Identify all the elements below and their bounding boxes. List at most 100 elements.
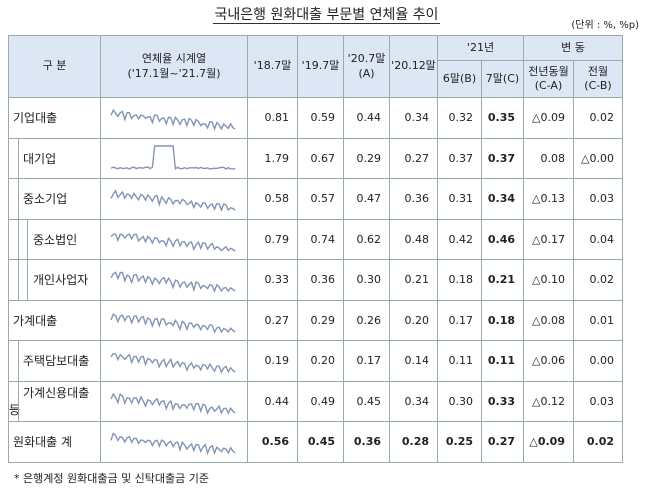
value-cell: 0.36 xyxy=(343,421,390,463)
value-cell: 0.18 xyxy=(481,299,524,341)
header-cell: 6말(B) xyxy=(437,60,482,98)
value-cell: 0.44 xyxy=(343,97,390,139)
row-label-cell: 가계신용대출 등 xyxy=(8,380,101,422)
value-cell: 0.58 xyxy=(247,178,298,220)
value-cell: 0.32 xyxy=(437,97,482,139)
sparkline xyxy=(110,353,236,374)
value-cell: 1.79 xyxy=(247,137,298,179)
sparkline-line xyxy=(110,432,236,456)
row-label-cell: 대기업 xyxy=(8,137,101,179)
value-cell: 0.46 xyxy=(481,218,524,260)
value-cell: 0.14 xyxy=(389,340,438,382)
value-cell: 0.47 xyxy=(343,178,390,220)
value-cell: 0.56 xyxy=(247,421,298,463)
value-cell: △0.10 xyxy=(523,259,574,301)
sparkline-line xyxy=(110,233,236,252)
indent-line xyxy=(27,260,28,300)
value-cell: △0.12 xyxy=(523,380,574,422)
sparkline xyxy=(110,189,236,213)
sparkline xyxy=(110,108,236,132)
table-row: 가계신용대출 등 0.44 0.49 0.45 0.34 0.30 0.33 △0.12 0.0… xyxy=(8,380,623,422)
value-cell: 0.02 xyxy=(573,97,623,139)
value-cell: 0.35 xyxy=(481,97,524,139)
value-cell: 0.27 xyxy=(247,299,298,341)
value-cell: △0.09 xyxy=(523,421,574,463)
header-cell: 전년동월 (C-A) xyxy=(523,60,574,98)
sparkline-cell xyxy=(100,340,248,382)
row-label-cell: 중소법인 xyxy=(8,218,101,260)
value-cell: 0.45 xyxy=(343,380,390,422)
sparkline xyxy=(110,233,236,252)
value-cell: 0.25 xyxy=(437,421,482,463)
value-cell: 0.17 xyxy=(343,340,390,382)
header-cell: 7말(C) xyxy=(481,60,524,98)
value-cell: 0.29 xyxy=(297,299,344,341)
row-label-cell: 가계대출 xyxy=(8,299,101,341)
value-cell: △0.17 xyxy=(523,218,574,260)
value-cell: 0.34 xyxy=(389,97,438,139)
header-text: (C-A) xyxy=(534,79,563,92)
indent-line xyxy=(18,138,19,178)
row-label: 중소법인 xyxy=(33,232,78,247)
indent-line xyxy=(18,381,19,421)
header-cell: '21년 xyxy=(437,35,524,61)
table-body: 기업대출 0.81 0.59 0.44 0.34 0.32 0.35 △0.09 0.02 대기업… xyxy=(8,97,623,463)
sparkline xyxy=(110,312,236,334)
row-label: 가계대출 xyxy=(13,313,58,328)
footnote: * 은행계정 원화대출금 및 신탁대출금 기준 xyxy=(14,472,210,485)
header-text: 전월 xyxy=(587,64,609,78)
sparkline-cell xyxy=(100,137,248,179)
value-cell: 0.29 xyxy=(343,137,390,179)
header-text: '20.7말 xyxy=(347,52,386,66)
table-row: 원화대출 계 0.56 0.45 0.36 0.28 0.25 0.27 △0.09 0.02 xyxy=(8,421,623,463)
table-row: 개인사업자 0.33 0.36 0.30 0.21 0.18 0.21 △0.10 0.02 xyxy=(8,259,623,301)
row-label: 중소기업 xyxy=(23,192,68,207)
value-cell: 0.30 xyxy=(437,380,482,422)
header-cell: '18.7말 xyxy=(247,35,298,98)
value-cell: △0.00 xyxy=(573,137,623,179)
row-label-cell: 기업대출 xyxy=(8,97,101,139)
value-cell: 0.59 xyxy=(297,97,344,139)
value-cell: 0.34 xyxy=(389,380,438,422)
value-cell: 0.79 xyxy=(247,218,298,260)
table-row: 대기업 1.79 0.67 0.29 0.27 0.37 0.37 0.08 △0.00 xyxy=(8,137,623,179)
table-row: 가계대출 0.27 0.29 0.26 0.20 0.17 0.18 △0.08 0.01 xyxy=(8,299,623,341)
value-cell: 0.57 xyxy=(297,178,344,220)
header-text: ('17.1월~'21.7월) xyxy=(127,66,221,80)
header-text: (C-B) xyxy=(584,79,612,92)
header-cell: '20.7말 (A) xyxy=(343,35,390,98)
value-cell: 0.30 xyxy=(343,259,390,301)
value-cell: 0.21 xyxy=(481,259,524,301)
value-cell: 0.00 xyxy=(573,340,623,382)
value-cell: 0.37 xyxy=(437,137,482,179)
sparkline xyxy=(110,432,236,456)
indent-line xyxy=(18,179,19,219)
value-cell: 0.20 xyxy=(389,299,438,341)
sparkline xyxy=(110,392,236,415)
value-cell: 0.45 xyxy=(297,421,344,463)
header-cell: 연체율 시계열 ('17.1월~'21.7월) xyxy=(100,35,248,98)
value-cell: 0.01 xyxy=(573,299,623,341)
value-cell: 0.81 xyxy=(247,97,298,139)
value-cell: 0.44 xyxy=(247,380,298,422)
value-cell: 0.11 xyxy=(481,340,524,382)
row-label-cell: 주택담보대출 xyxy=(8,340,101,382)
sparkline-line xyxy=(110,312,236,334)
sparkline-cell xyxy=(100,97,248,139)
table-row: 주택담보대출 0.19 0.20 0.17 0.14 0.11 0.11 △0.06 0.00 xyxy=(8,340,623,382)
value-cell: 0.36 xyxy=(297,259,344,301)
header-cell: 변 동 xyxy=(523,35,623,61)
indent-line xyxy=(27,219,28,259)
value-cell: 0.19 xyxy=(247,340,298,382)
header-text: 연체율 시계열 xyxy=(141,52,207,66)
value-cell: 0.27 xyxy=(389,137,438,179)
header-text: 전년동월 xyxy=(528,64,569,78)
header-cell: '20.12말 xyxy=(389,35,438,98)
value-cell: △0.08 xyxy=(523,299,574,341)
table-row: 중소법인 0.79 0.74 0.62 0.48 0.42 0.46 △0.17 0.04 xyxy=(8,218,623,260)
value-cell: 0.28 xyxy=(389,421,438,463)
value-cell: 0.03 xyxy=(573,380,623,422)
sparkline-cell xyxy=(100,380,248,422)
sparkline-line xyxy=(110,271,236,294)
row-label-cell: 원화대출 계 xyxy=(8,421,101,463)
